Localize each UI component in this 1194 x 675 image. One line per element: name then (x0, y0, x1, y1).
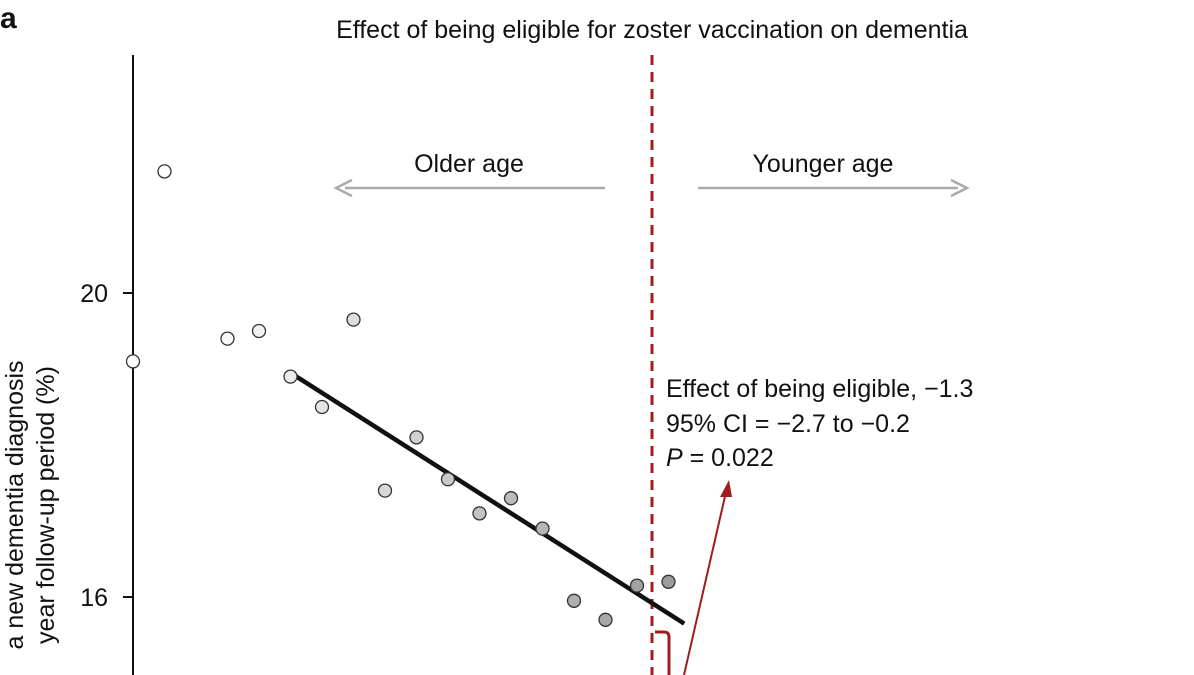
chart-title: Effect of being eligible for zoster vacc… (336, 16, 968, 44)
annotation-p-value: P = 0.022 (666, 444, 774, 472)
p-symbol: P (666, 444, 683, 472)
annotation-arrow-head (720, 480, 732, 497)
annotation-ci: 95% CI = −2.7 to −0.2 (666, 410, 910, 438)
data-point (661, 574, 676, 589)
data-point (314, 399, 330, 415)
data-point (472, 506, 487, 521)
younger-age-arrow (698, 178, 970, 198)
p-value-text: = 0.022 (683, 444, 774, 472)
data-point (157, 164, 172, 179)
effect-bracket (655, 630, 671, 675)
younger-age-label: Younger age (753, 150, 894, 178)
regression-fit-line (289, 370, 686, 626)
data-point (535, 521, 550, 536)
data-point (283, 369, 298, 384)
data-point (377, 483, 393, 498)
data-points (125, 164, 676, 627)
data-point (629, 578, 645, 593)
data-point (566, 593, 582, 608)
data-point (220, 331, 235, 346)
older-age-arrow (333, 178, 605, 198)
y-axis-label-line-1: a new dementia diagnosis (1, 360, 29, 649)
y-axis-label-line-2: year follow-up period (%) (32, 366, 60, 644)
data-point (503, 491, 519, 506)
data-point (409, 430, 424, 445)
data-point (251, 323, 267, 339)
y-tick-label: 16 (80, 584, 108, 612)
data-point (125, 354, 141, 369)
older-age-label: Older age (414, 150, 524, 178)
annotation-arrow-line (683, 491, 727, 675)
panel-label: a (0, 2, 17, 35)
annotation-effect: Effect of being eligible, −1.3 (666, 375, 973, 403)
y-tick-label: 20 (80, 280, 108, 308)
data-point (598, 612, 613, 627)
data-point (440, 472, 456, 487)
data-point (346, 312, 361, 327)
